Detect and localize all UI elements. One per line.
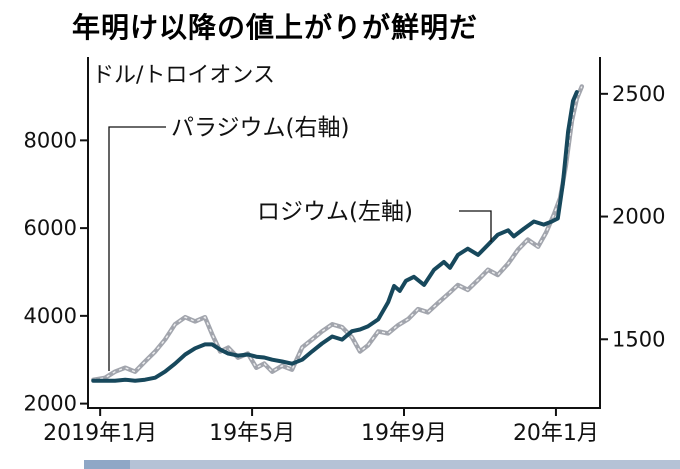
annotation-rhodium: ロジウム(左軸) <box>257 199 413 225</box>
x-axis-tick-label: 2019年1月 <box>43 421 157 446</box>
x-axis-tick-label: 20年1月 <box>513 421 599 446</box>
leader-line-palladium <box>108 126 166 371</box>
leader-line-rhodium <box>459 210 492 242</box>
left-axis-tick-label: 4000 <box>24 304 77 328</box>
axis-frame <box>87 57 601 409</box>
series-line-texture-palladium <box>93 86 583 381</box>
right-axis-tick-label: 2000 <box>612 205 665 229</box>
right-axis-tick-label: 2500 <box>612 82 665 106</box>
left-axis-tick-label: 2000 <box>24 392 77 416</box>
left-axis-tick-label: 6000 <box>24 216 77 240</box>
bottom-band-accent <box>84 460 130 469</box>
chart-title: 年明け以降の値上がりが鮮明だ <box>72 11 479 44</box>
unit-label: ドル/トロイオンス <box>92 63 275 88</box>
left-axis-tick-label: 8000 <box>24 128 77 152</box>
right-axis-tick-label: 1500 <box>612 327 665 351</box>
x-axis-tick-label: 19年5月 <box>209 421 295 446</box>
x-axis-tick-label: 19年9月 <box>361 421 447 446</box>
bottom-band <box>84 460 680 469</box>
annotation-palladium: パラジウム(右軸) <box>171 115 350 141</box>
series-line-rhodium <box>91 90 579 383</box>
